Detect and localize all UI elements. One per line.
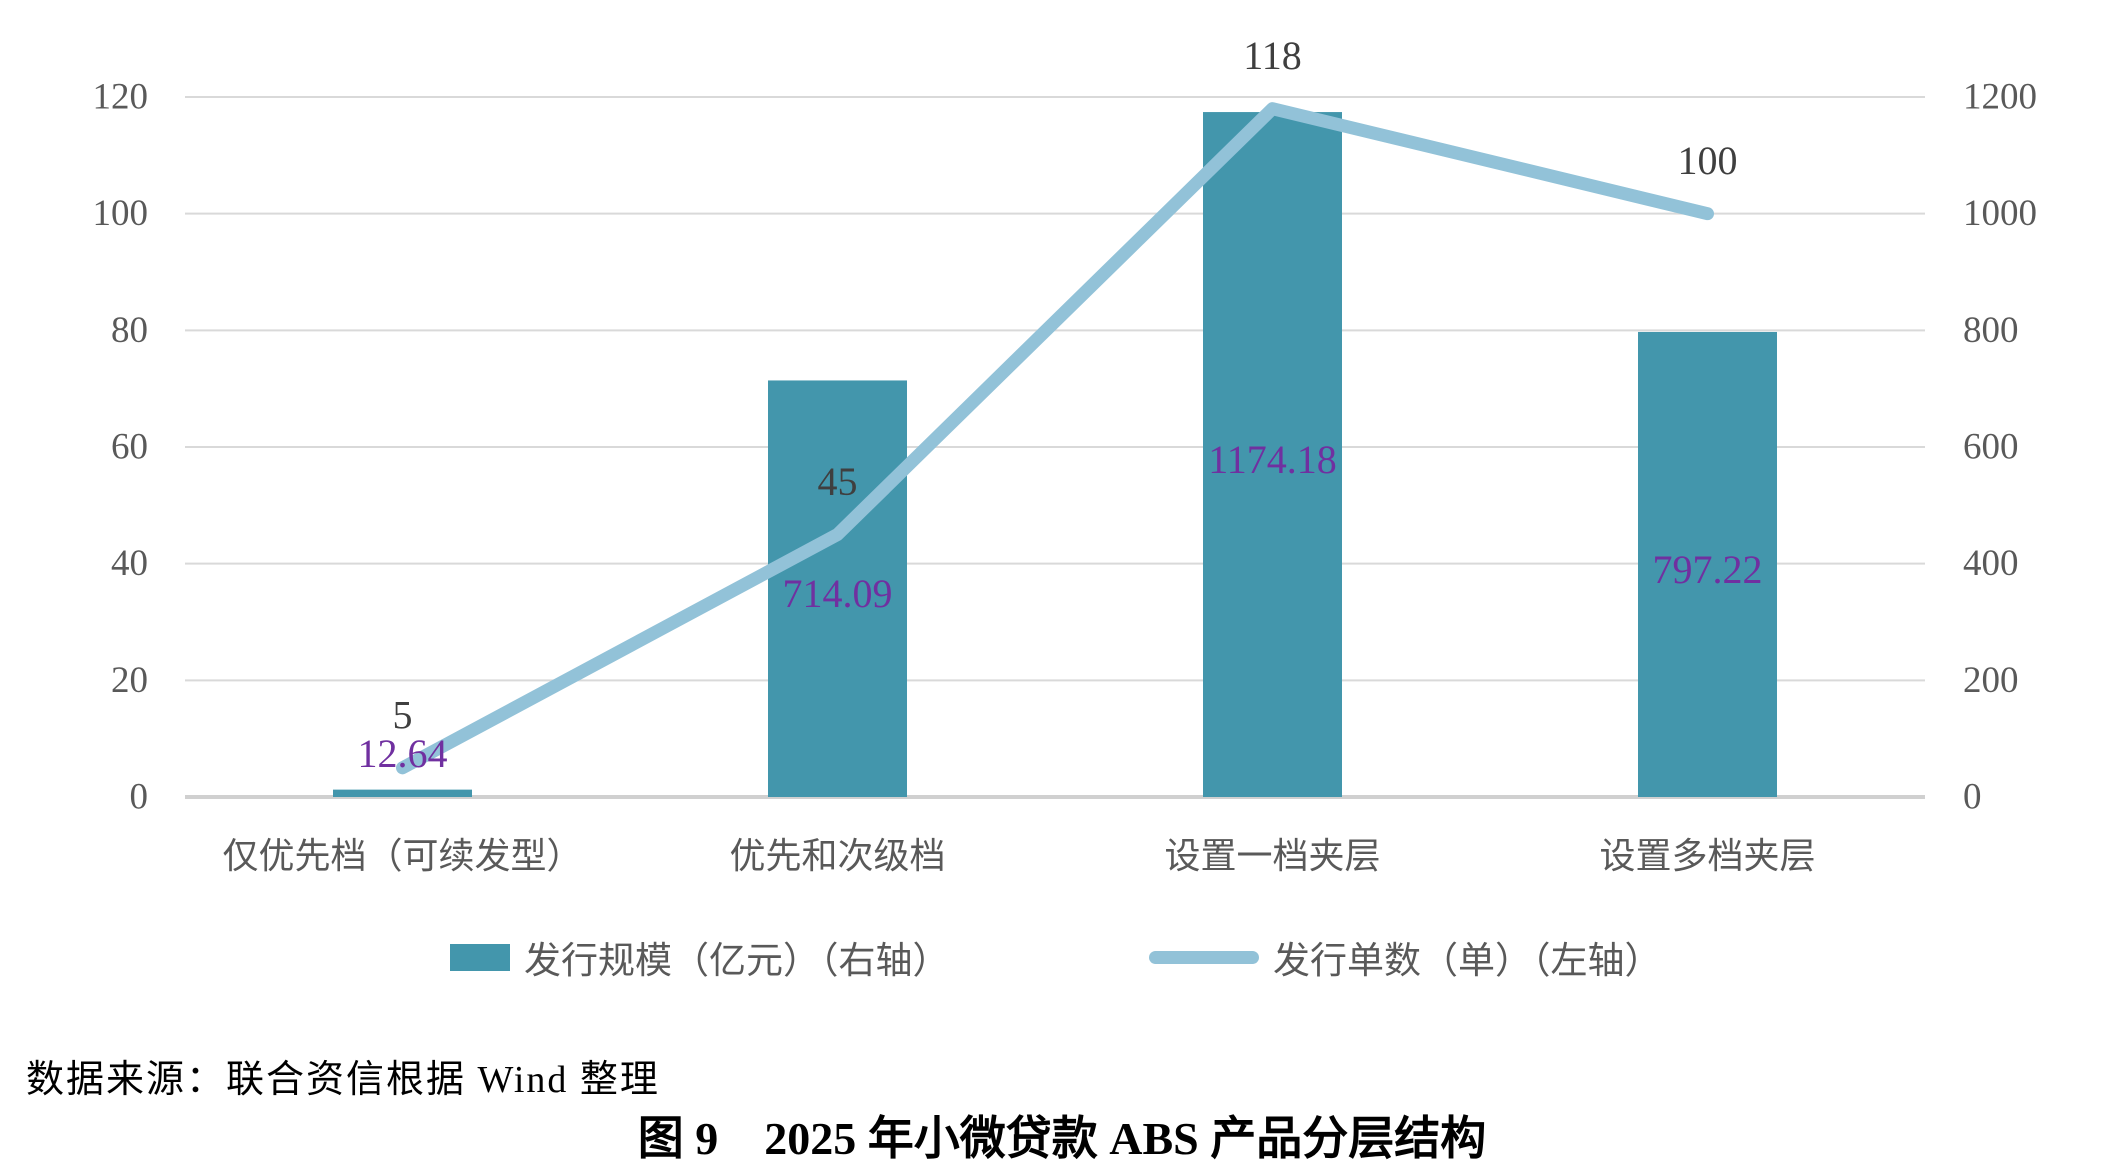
amount-data-label: 797.22	[1653, 547, 1763, 592]
left-axis-tick-label: 100	[93, 193, 149, 234]
chart-legend: 发行规模（亿元）（右轴） 发行单数（单）（左轴）	[0, 0, 2124, 982]
left-axis-tick-label: 60	[111, 427, 148, 468]
combo-chart: 0204060801001200200400600800100012005451…	[93, 33, 2038, 876]
amount-data-label: 12.64	[358, 731, 448, 776]
category-label: 优先和次级档	[729, 836, 945, 876]
left-axis-tick-label: 120	[93, 77, 149, 118]
right-axis-tick-label: 1200	[1963, 77, 2037, 118]
legend-line-label: 发行单数（单）（左轴）	[1273, 941, 1662, 982]
bar	[768, 380, 907, 797]
bar	[1638, 331, 1777, 797]
right-axis-tick-label: 200	[1963, 660, 2019, 701]
left-axis-tick-label: 40	[111, 543, 148, 584]
amount-data-label: 1174.18	[1208, 437, 1337, 482]
bar-series-swatch-icon	[450, 943, 510, 971]
bar	[333, 789, 472, 797]
category-label: 设置一档夹层	[1164, 836, 1380, 876]
right-axis-tick-label: 800	[1963, 310, 2019, 351]
source-note: 数据来源：联合资信根据 Wind 整理	[26, 1059, 660, 1101]
count-data-label: 100	[1678, 138, 1738, 183]
count-data-label: 118	[1243, 33, 1302, 78]
left-axis-tick-label: 0	[130, 777, 149, 818]
count-data-label: 45	[818, 459, 858, 504]
category-label: 设置多档夹层	[1599, 836, 1815, 876]
bar	[1203, 112, 1342, 798]
legend-bar-label: 发行规模（亿元）（右轴）	[524, 941, 950, 982]
count-data-label: 5	[393, 692, 413, 737]
amount-data-label: 714.09	[783, 571, 893, 616]
right-axis-tick-label: 400	[1963, 543, 2019, 584]
left-axis-tick-label: 80	[111, 310, 148, 351]
left-axis-tick-label: 20	[111, 660, 148, 701]
right-axis-tick-label: 1000	[1963, 193, 2037, 234]
right-axis-tick-label: 0	[1963, 777, 1982, 818]
line-series-swatch-icon	[1149, 950, 1259, 964]
legend-item-bar-series: 发行规模（亿元）（右轴）	[450, 930, 950, 984]
category-label: 仅优先档（可续发型）	[222, 836, 582, 876]
legend-item-line-series: 发行单数（单）（左轴）	[1149, 930, 1662, 984]
figure-caption: 图 9 2025 年小微贷款 ABS 产品分层结构	[637, 1113, 1487, 1164]
trend-line	[396, 102, 1714, 775]
right-axis-tick-label: 600	[1963, 427, 2019, 468]
